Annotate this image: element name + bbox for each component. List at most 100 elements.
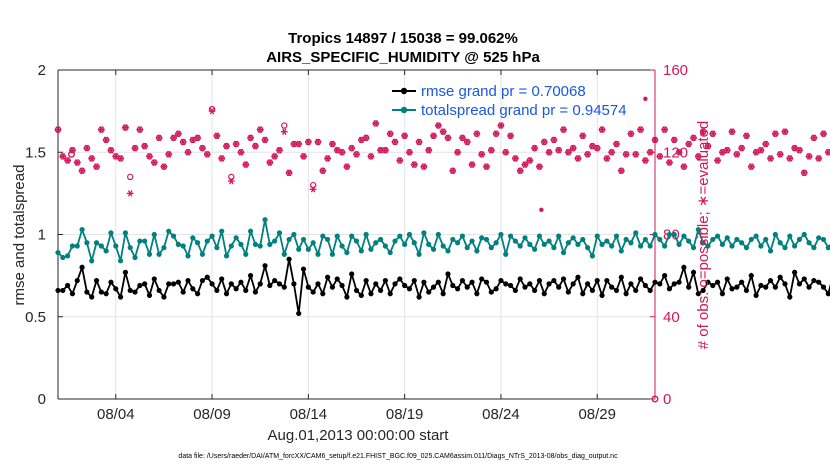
obs-evaluated-marker xyxy=(632,151,640,158)
totalspread-point xyxy=(556,233,562,239)
totalspread-point xyxy=(281,251,287,257)
obs-evaluated-marker xyxy=(261,136,269,144)
obs-evaluated-marker xyxy=(218,155,226,162)
obs-evaluated-marker xyxy=(690,134,697,142)
totalspread-point xyxy=(787,233,793,239)
rmse-point xyxy=(739,279,745,285)
rmse-point xyxy=(93,277,100,284)
rmse-point xyxy=(671,281,677,287)
obs-evaluated-marker xyxy=(381,146,389,154)
totalspread-point xyxy=(474,248,480,254)
totalspread-point xyxy=(156,251,162,257)
rmse-point xyxy=(243,287,249,294)
totalspread-point xyxy=(291,231,297,238)
legend[interactable]: rmse grand pr = 0.70068 totalspread grand… xyxy=(392,83,627,119)
obs-evaluated-marker xyxy=(603,155,611,162)
rmse-point xyxy=(512,287,518,294)
obs-evaluated-marker xyxy=(280,128,288,135)
totalspread-point xyxy=(739,240,745,246)
totalspread-point xyxy=(623,236,629,243)
rmse-point xyxy=(238,279,244,285)
rmse-point xyxy=(74,277,80,284)
totalspread-point xyxy=(440,243,446,249)
obs-evaluated-marker xyxy=(170,134,177,142)
obs-evaluated-marker xyxy=(353,151,360,158)
rmse-point xyxy=(536,277,543,284)
rmse-point xyxy=(796,281,803,287)
totalspread-point xyxy=(493,240,499,246)
obs-evaluated-marker xyxy=(670,136,678,144)
obs-evaluated-marker xyxy=(723,146,731,154)
totalspread-point xyxy=(700,240,706,246)
x-tick-label: 08/09 xyxy=(193,406,231,423)
obs-evaluated-marker xyxy=(752,148,760,156)
obs-evaluated-marker xyxy=(396,157,404,164)
totalspread-point xyxy=(214,245,220,251)
rmse-point xyxy=(522,284,528,290)
rmse-point xyxy=(811,277,817,284)
rmse-point xyxy=(430,284,437,290)
obs-evaluated-marker xyxy=(473,130,481,138)
totalspread-point xyxy=(642,236,648,243)
obs-evaluated-marker xyxy=(536,163,543,170)
totalspread-point xyxy=(421,230,427,236)
totalspread-point xyxy=(69,243,76,249)
obs-evaluated-marker xyxy=(357,136,365,144)
obs-evaluated-marker xyxy=(136,126,144,133)
obs-evaluated-marker xyxy=(786,155,794,162)
rmse-point xyxy=(228,281,234,287)
rmse-point xyxy=(103,291,109,297)
obs-evaluated-marker xyxy=(694,153,702,160)
y-tick-label: 0 xyxy=(38,391,46,408)
rmse-point xyxy=(98,289,104,295)
rmse-point xyxy=(594,277,600,284)
totalspread-point xyxy=(142,238,148,244)
rmse-point xyxy=(363,277,369,284)
obs-evaluated-marker xyxy=(425,146,433,154)
obs-evaluated-marker xyxy=(199,144,206,152)
y-tick-label: 0.5 xyxy=(25,309,46,326)
totalspread-point xyxy=(580,236,586,243)
obs-evaluated-marker xyxy=(256,126,264,133)
totalspread-point xyxy=(584,245,591,251)
legend-totalspread-label: totalspread grand pr = 0.94574 xyxy=(421,102,627,119)
rmse-point xyxy=(402,282,408,289)
totalspread-point xyxy=(801,231,807,238)
totalspread-point xyxy=(310,240,316,246)
obs-evaluated-marker xyxy=(463,138,471,146)
rmse-point xyxy=(190,286,196,292)
rmse-point xyxy=(628,281,634,287)
obs-evaluated-marker xyxy=(449,167,457,175)
rmse-point xyxy=(233,286,239,292)
obs-evaluated-marker xyxy=(165,151,173,158)
obs-evaluated-marker xyxy=(88,155,96,162)
totalspread-point xyxy=(353,238,360,244)
rmse-point xyxy=(676,279,682,285)
obs-evaluated-marker xyxy=(511,155,519,162)
totalspread-point xyxy=(637,243,644,249)
obs-evaluated-marker xyxy=(762,140,770,148)
rmse-point xyxy=(455,286,461,292)
rmse-point xyxy=(262,263,268,269)
obs-evaluated-marker xyxy=(338,148,346,156)
obs-evaluated-marker xyxy=(122,124,129,131)
rmse-point xyxy=(185,277,191,284)
totalspread-point xyxy=(758,243,764,249)
obs-evaluated-marker xyxy=(651,136,659,144)
rmse-point xyxy=(753,292,759,298)
totalspread-point xyxy=(450,236,456,243)
rmse-point xyxy=(272,277,278,284)
totalspread-point xyxy=(199,251,206,257)
x-tick-label: 08/24 xyxy=(482,406,520,423)
totalspread-point xyxy=(806,240,812,246)
rmse-point xyxy=(137,282,143,289)
obs-evaluated-marker xyxy=(406,148,413,156)
obs-evaluated-marker xyxy=(733,151,741,158)
rmse-point xyxy=(180,289,186,295)
rmse-point xyxy=(406,286,413,292)
totalspread-point xyxy=(55,249,61,256)
rmse-point xyxy=(122,269,129,275)
totalspread-point xyxy=(65,253,71,259)
rmse-point xyxy=(710,282,716,289)
rmse-point xyxy=(146,292,153,298)
